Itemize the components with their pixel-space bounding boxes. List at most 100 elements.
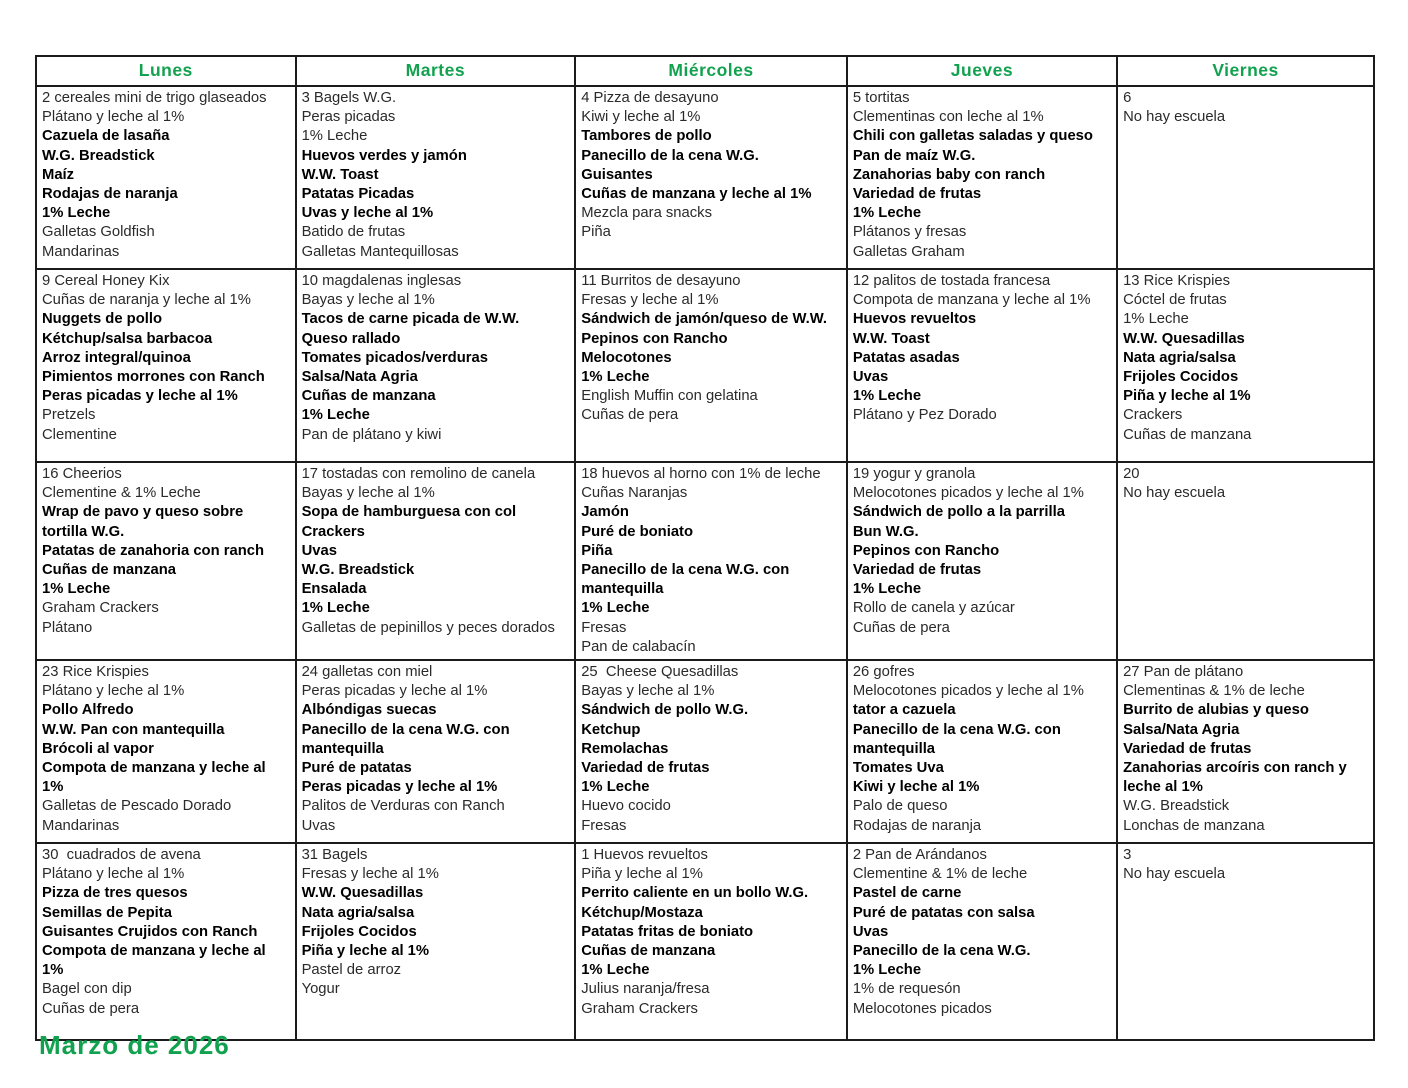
menu-line: Mezcla para snacks (581, 205, 712, 222)
menu-line: Huevos revueltos (852, 311, 977, 328)
menu-line: Rodajas de naranja (852, 817, 982, 834)
menu-cell: 17 tostadas con remolino de canela Bayas … (294, 460, 577, 662)
menu-line: Galletas Goldfish (42, 224, 155, 241)
menu-line: Melocotones (581, 349, 672, 366)
menu-cell: 20 No hay escuela (1116, 460, 1375, 662)
menu-line: Cuñas de manzana (301, 388, 436, 405)
menu-cell: 2 Pan de Arándanos Clementine & 1% de lec… (845, 842, 1119, 1042)
menu-line: Perrito caliente en un bollo W.G. (581, 885, 809, 902)
menu-line: Chili con galletas saladas y queso (852, 128, 1093, 145)
menu-line: Panecillo de la cena W.G. con mantequill… (581, 562, 794, 598)
menu-line: Queso rallado (301, 330, 401, 347)
menu-line: 1% Leche (301, 407, 370, 424)
menu-line: Sopa de hamburguesa con col (301, 504, 517, 521)
menu-line: Jamón (581, 504, 629, 521)
menu-line: 1% Leche (581, 600, 650, 617)
menu-cell: 31 Bagels Fresas y leche al 1% W.W. Quesad… (294, 842, 577, 1042)
menu-line: Ensalada (301, 581, 367, 598)
menu-line: Uvas (301, 817, 336, 834)
menu-line: 1% de requesón (852, 981, 961, 998)
menu-line: Graham Crackers (42, 600, 159, 617)
week-row: 23 Rice Krispies Plátano y leche al 1% Pol… (35, 659, 1375, 845)
menu-cell: 6 No hay escuela (1116, 85, 1375, 270)
menu-line: Pan de plátano y kiwi (301, 426, 442, 443)
week-row: 2 cereales mini de trigo glaseados Plátan… (35, 85, 1375, 270)
menu-line: Compota de manzana y leche al 1% (42, 760, 270, 796)
menu-line: 24 galletas con miel (301, 664, 433, 681)
menu-line: Cuñas de manzana y leche al 1% (581, 186, 812, 203)
menu-line: 27 Pan de plátano (1123, 664, 1244, 681)
menu-line: Bun W.G. (852, 523, 919, 540)
menu-line: Patatas asadas (852, 349, 960, 366)
menu-line: Semillas de Pepita (42, 904, 172, 921)
menu-line: Fresas y leche al 1% (581, 292, 719, 309)
menu-cell: 2 cereales mini de trigo glaseados Plátan… (35, 85, 297, 270)
menu-line: Melocotones picados y leche al 1% (852, 485, 1084, 502)
menu-cell: 4 Pizza de desayuno Kiwi y leche al 1% Tam… (574, 85, 848, 270)
menu-line: Compota de manzana y leche al 1% (852, 292, 1091, 309)
menu-line: Pollo Alfredo (42, 702, 134, 719)
menu-line: W.G. Breadstick (301, 562, 415, 579)
menu-line: 2 cereales mini de trigo glaseados (42, 90, 267, 106)
menu-line: Bayas y leche al 1% (581, 683, 715, 700)
menu-cell: 23 Rice Krispies Plátano y leche al 1% Pol… (35, 659, 297, 845)
menu-cell: 3 No hay escuela (1116, 842, 1375, 1042)
menu-line: Guisantes (581, 166, 653, 183)
week-row: 9 Cereal Honey Kix Cuñas de naranja y lec… (35, 268, 1375, 463)
menu-cell: 5 tortitas Clementinas con leche al 1% Chi… (845, 85, 1119, 270)
menu-line: 18 huevos al horno con 1% de leche (581, 466, 821, 482)
menu-line: Palo de queso (852, 798, 948, 815)
menu-line: Burrito de alubias y queso (1123, 702, 1309, 719)
menu-line: Tomates Uva (852, 760, 944, 777)
menu-line: Clementine (42, 426, 117, 443)
menu-line: 19 yogur y granola (852, 466, 976, 482)
menu-line: 1% Leche (852, 581, 922, 598)
menu-line: W.W. Toast (852, 330, 930, 347)
menu-line: Kétchup/Mostaza (581, 904, 703, 921)
menu-line: 10 magdalenas inglesas (301, 273, 462, 289)
day-header-row: Lunes Martes Miércoles Jueves Viernes (35, 55, 1375, 87)
day-header-miercoles: Miércoles (574, 55, 848, 87)
day-header-lunes: Lunes (35, 55, 297, 87)
menu-cell: 25 Cheese Quesadillas Bayas y leche al 1%… (574, 659, 848, 845)
menu-line: Fresas (581, 817, 627, 834)
menu-line: Pepinos con Rancho (581, 330, 728, 347)
menu-line: Nata agria/salsa (1123, 349, 1236, 366)
menu-line: Panecillo de la cena W.G. con mantequill… (852, 721, 1065, 757)
menu-line: Pastel de arroz (301, 962, 402, 979)
menu-line: Cuñas de manzana (1123, 426, 1252, 443)
menu-line: 4 Pizza de desayuno (581, 90, 719, 106)
menu-line: Piña y leche al 1% (301, 943, 430, 960)
menu-line: Clementinas con leche al 1% (852, 109, 1044, 126)
menu-line: 3 Bagels W.G. (301, 90, 397, 106)
menu-line: W.W. Quesadillas (1123, 330, 1245, 347)
menu-line: Maíz (42, 166, 75, 183)
menu-line: Plátanos y fresas (852, 224, 967, 241)
menu-line: Patatas fritas de boniato (581, 923, 754, 940)
menu-line: Pan de calabacín (581, 638, 696, 655)
menu-line: 11 Burritos de desayuno (581, 273, 741, 289)
menu-line: 1% Leche (42, 581, 111, 598)
menu-line: Piña y leche al 1% (581, 866, 703, 883)
menu-line: 5 tortitas (852, 90, 910, 106)
menu-line: 1% Leche (852, 388, 922, 405)
menu-line: 26 gofres (852, 664, 915, 681)
menu-cell: 12 palitos de tostada francesa Compota de… (845, 268, 1119, 463)
menu-line: Cóctel de frutas (1123, 292, 1227, 309)
menu-line: Palitos de Verduras con Ranch (301, 798, 505, 815)
menu-line: Pastel de carne (852, 885, 962, 902)
menu-line: Cazuela de lasaña (42, 128, 170, 145)
menu-line: Patatas de zanahoria con ranch (42, 542, 265, 559)
menu-cell: 10 magdalenas inglesas Bayas y leche al 1… (294, 268, 577, 463)
menu-line: Pimientos morrones con Ranch (42, 369, 265, 386)
menu-line: Rodajas de naranja (42, 186, 178, 203)
menu-line: Zanahorias baby con ranch (852, 166, 1046, 183)
menu-line: Variedad de frutas (581, 760, 710, 777)
menu-line: Galletas de pepinillos y peces dorados (301, 619, 555, 636)
menu-line: Kiwi y leche al 1% (852, 779, 980, 796)
menu-line: Galletas de Pescado Dorado (42, 798, 232, 815)
menu-line: Lonchas de manzana (1123, 817, 1265, 834)
menu-line: Clementine & 1% Leche (42, 485, 201, 502)
menu-line: Frijoles Cocidos (301, 923, 417, 940)
